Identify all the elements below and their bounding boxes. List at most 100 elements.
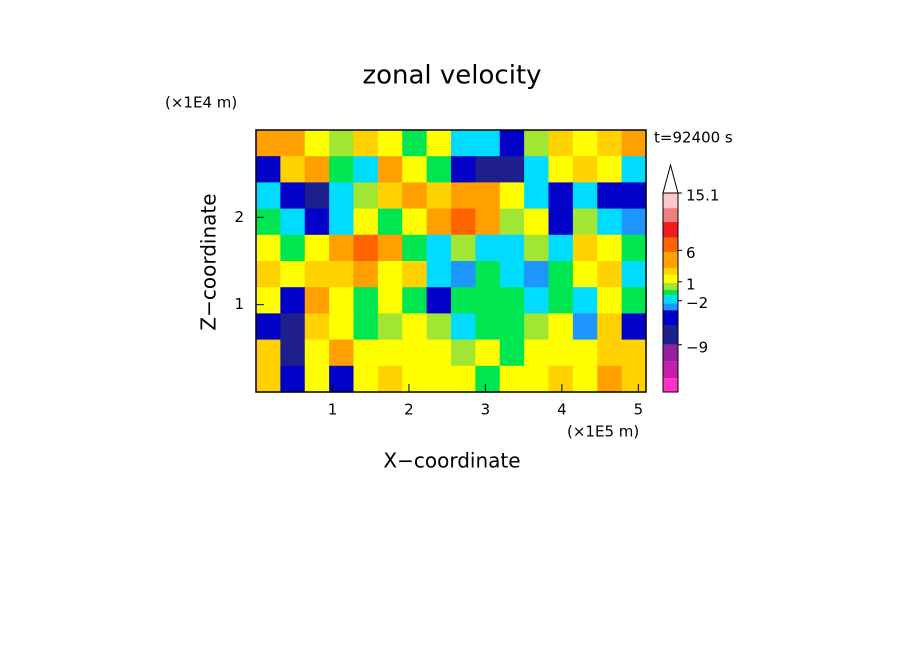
contour-cell <box>524 156 550 183</box>
contour-cell <box>280 156 306 183</box>
contour-cell <box>621 234 647 262</box>
contour-cell <box>572 339 598 367</box>
contour-cell <box>597 313 623 341</box>
contour-cell <box>499 339 525 367</box>
contour-cell <box>475 130 501 157</box>
colorbar-band <box>663 267 678 275</box>
contour-cell <box>572 182 598 210</box>
contour-cell <box>256 182 281 210</box>
contour-cell <box>572 365 598 393</box>
contour-cell <box>451 313 476 341</box>
contour-cell <box>451 130 476 157</box>
contour-cell <box>475 339 501 367</box>
colorbar-band <box>663 325 678 345</box>
contour-cell <box>402 365 428 393</box>
contour-cell <box>597 156 623 183</box>
colorbar-frame <box>662 192 679 393</box>
contour-cell <box>304 156 330 183</box>
contour-cell <box>597 261 623 288</box>
contour-cell <box>256 156 281 183</box>
chart-title: zonal velocity <box>362 61 541 91</box>
contour-cell <box>426 313 452 341</box>
contour-cell <box>475 234 501 262</box>
contour-cell <box>402 261 428 288</box>
contour-cell <box>524 339 550 367</box>
contour-cell <box>353 156 379 183</box>
contour-cell <box>329 130 355 157</box>
contour-cell <box>256 208 281 236</box>
contour-cell <box>280 339 306 367</box>
y-tick-label: 1 <box>234 295 244 313</box>
contour-cell <box>451 261 476 288</box>
contour-cell <box>451 208 476 236</box>
contour-cell <box>499 261 525 288</box>
contour-cell <box>377 261 403 288</box>
contour-cell <box>304 287 330 314</box>
contour-cell <box>621 313 647 341</box>
colorbar-band <box>663 208 678 222</box>
contour-cell <box>572 234 598 262</box>
contour-cell <box>304 365 330 393</box>
colorbar-band <box>663 361 678 379</box>
contour-cell <box>353 234 379 262</box>
contour-cell <box>548 234 574 262</box>
contour-cell <box>426 261 452 288</box>
contour-cell <box>621 156 647 183</box>
contour-cell <box>353 365 379 393</box>
contour-cell <box>499 365 525 393</box>
contour-cell <box>572 208 598 236</box>
colorbar-band <box>663 289 678 296</box>
x-tick-label: 3 <box>481 401 491 419</box>
x-tick-label: 5 <box>634 401 644 419</box>
contour-cell <box>304 261 330 288</box>
contour-cell <box>548 313 574 341</box>
x-axis-label: X−coordinate <box>383 449 520 473</box>
contour-cell <box>280 287 306 314</box>
contour-cell <box>499 130 525 157</box>
contour-cell <box>256 130 281 157</box>
colorbar-band <box>663 283 678 290</box>
contour-cell <box>597 234 623 262</box>
contour-cell <box>256 339 281 367</box>
contour-cell <box>621 339 647 367</box>
contour-cell <box>280 365 306 393</box>
contour-cell <box>329 287 355 314</box>
colorbar-band <box>663 193 678 209</box>
contour-cell <box>499 156 525 183</box>
contour-cell <box>377 130 403 157</box>
contour-cell <box>475 287 501 314</box>
y-tick-label: 2 <box>234 208 244 226</box>
contour-cell <box>524 261 550 288</box>
contour-cell <box>548 208 574 236</box>
contour-cell <box>256 287 281 314</box>
contour-cell <box>621 287 647 314</box>
x-tick-label: 1 <box>328 401 338 419</box>
colorbar-band <box>663 344 678 362</box>
contour-cell <box>426 287 452 314</box>
colorbar-tick-label: −9 <box>686 338 708 356</box>
contour-cell <box>353 130 379 157</box>
contour-cell <box>426 234 452 262</box>
contour-cell <box>304 208 330 236</box>
colorbar-arrow <box>662 163 679 194</box>
x-tick-label: 4 <box>557 401 567 419</box>
contour-cell <box>280 182 306 210</box>
contour-cell <box>475 365 501 393</box>
contour-cell <box>475 208 501 236</box>
contour-cell <box>256 365 281 393</box>
contour-cell <box>475 313 501 341</box>
contour-cell <box>451 182 476 210</box>
contour-cell <box>475 156 501 183</box>
contour-cell <box>524 365 550 393</box>
contour-cell <box>499 182 525 210</box>
contour-cell <box>621 182 647 210</box>
contour-cell <box>304 130 330 157</box>
contour-cell <box>353 208 379 236</box>
colorbar-band <box>663 310 678 326</box>
contour-cell <box>329 234 355 262</box>
contour-cell <box>329 313 355 341</box>
contour-cell <box>524 287 550 314</box>
colorbar-band <box>663 252 678 268</box>
contour-cell <box>451 365 476 393</box>
